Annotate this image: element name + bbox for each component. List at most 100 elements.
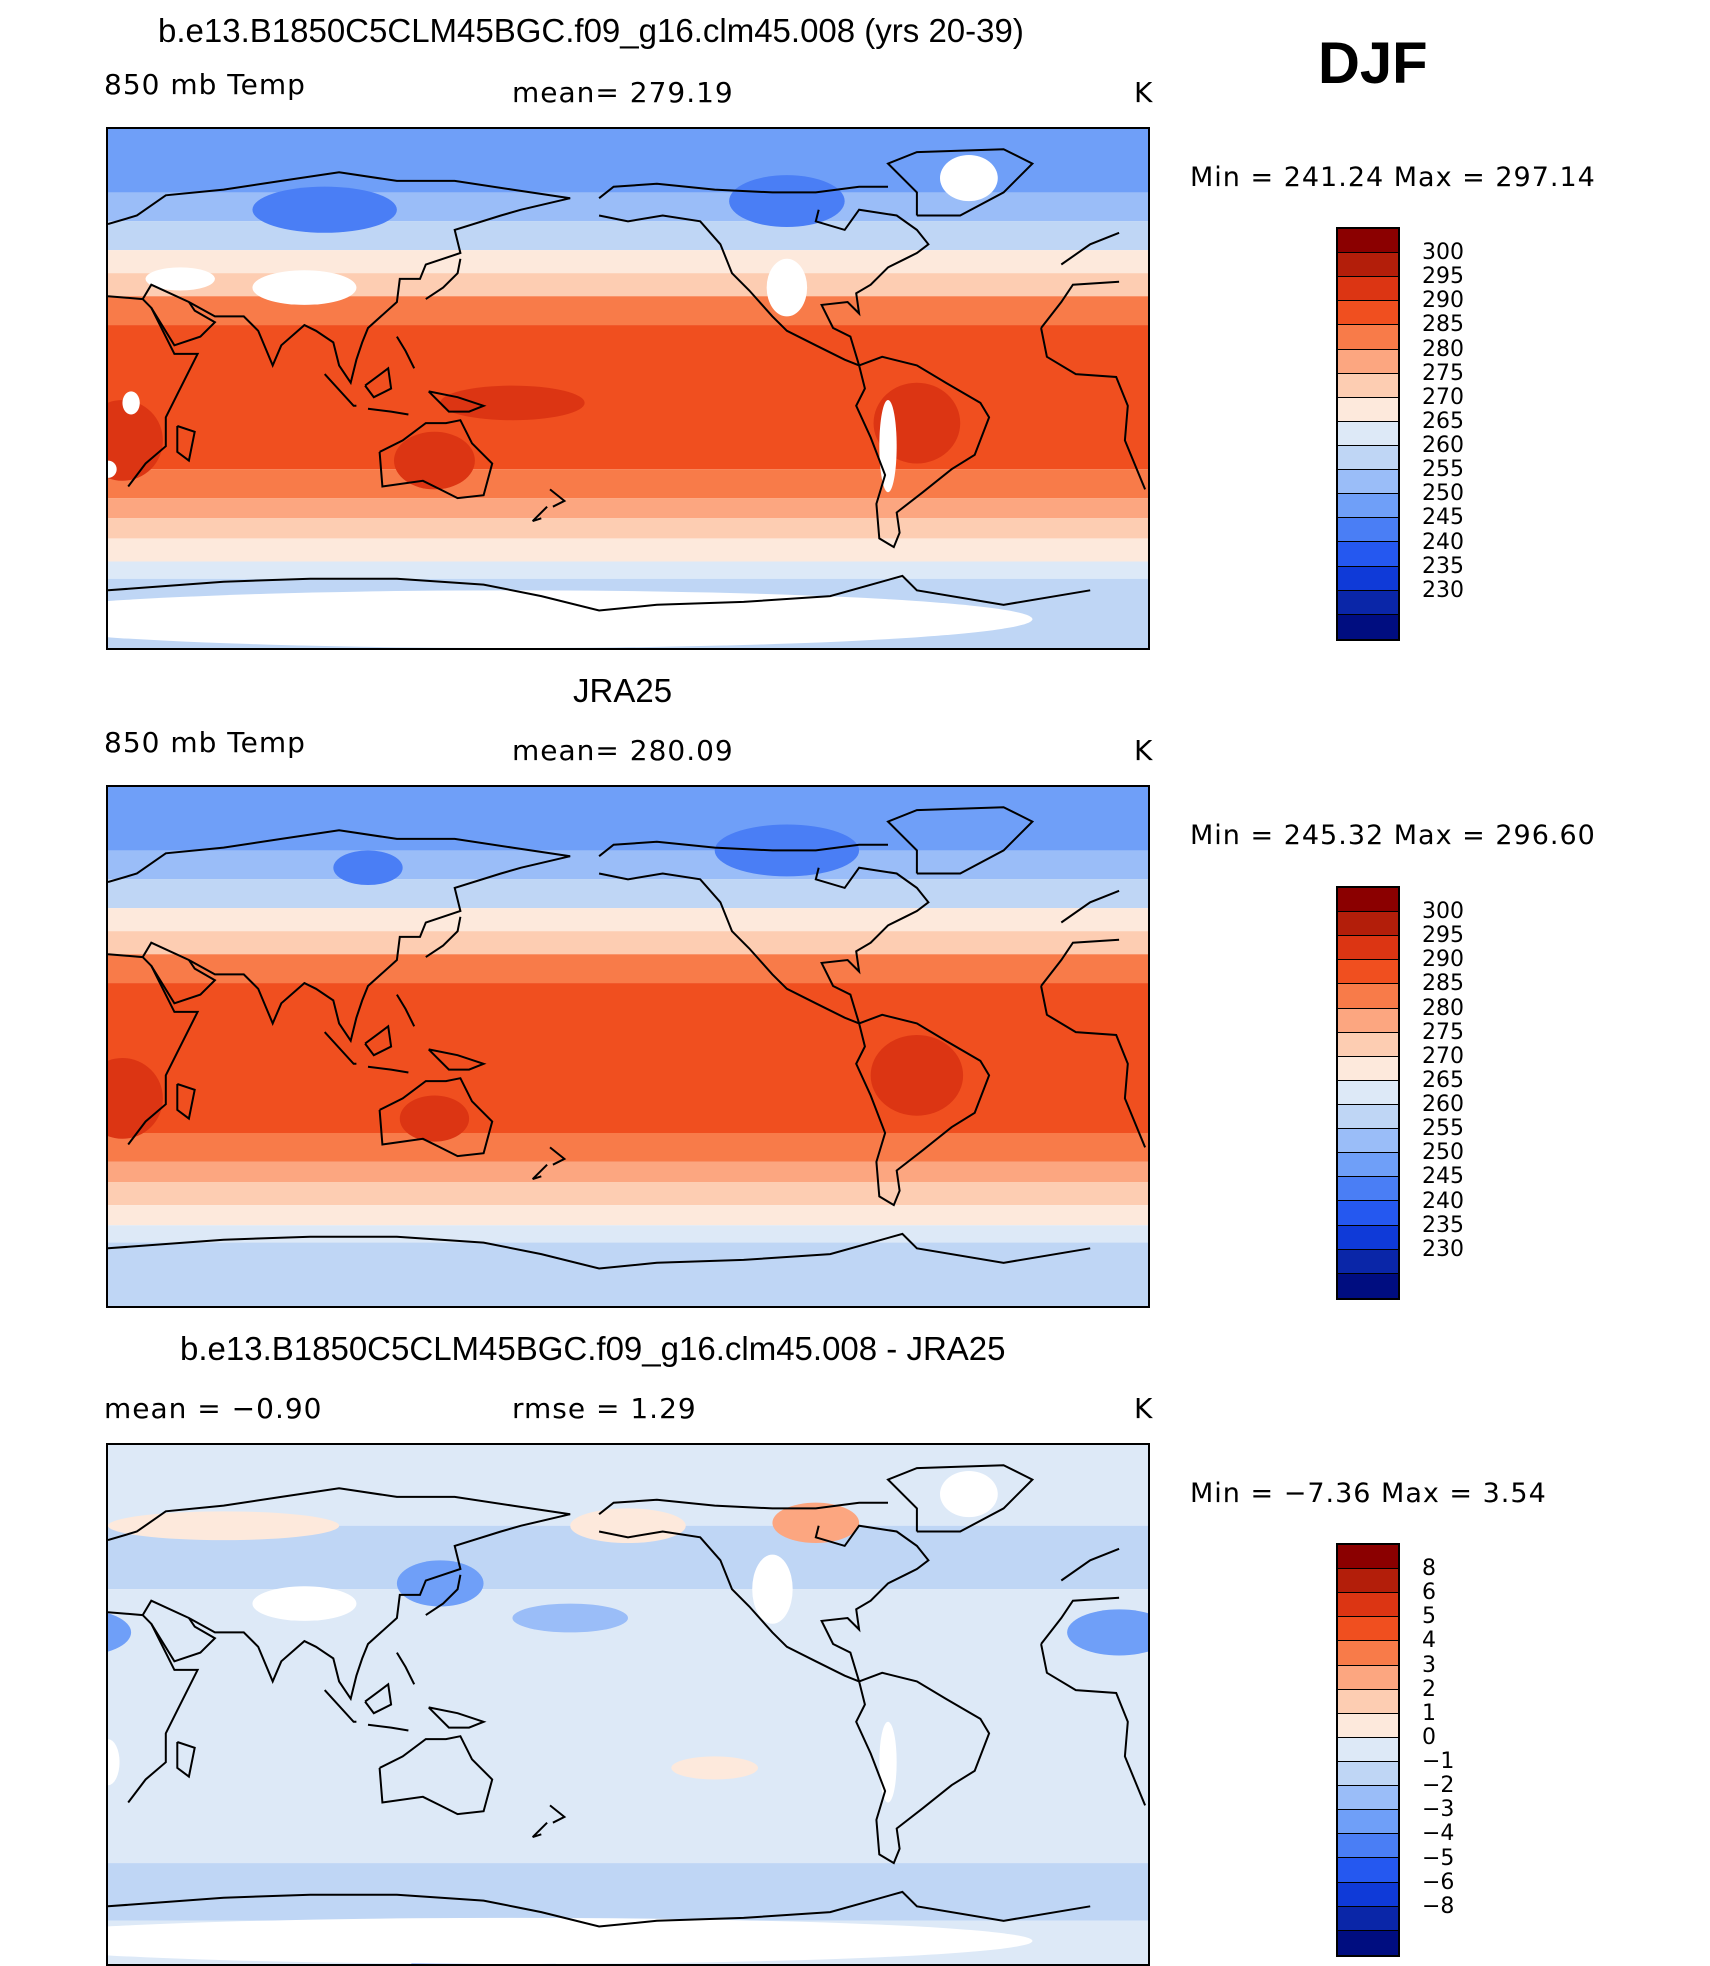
coastline-0 [108,938,1147,1148]
colorbar-tick-label: 300 [1422,240,1464,266]
colorbar-tick-label: 275 [1422,360,1464,386]
band-1 [108,850,1148,880]
coastline-18 [855,1671,991,1865]
anomaly-region-4 [252,186,397,233]
anomaly-region-wrap-4 [108,1613,132,1652]
colorbar-tick-label: 2 [1422,1676,1436,1702]
colorbar-box-7 [1338,1713,1398,1738]
colorbar-tick-label: 235 [1422,1212,1464,1238]
colorbar-box-3 [1338,960,1398,985]
band-11 [108,561,1148,579]
missing-data-3 [879,1721,897,1803]
coastline-18 [855,1013,991,1207]
panel-2-map [106,785,1150,1308]
colorbar-tick-label: 0 [1422,1724,1436,1750]
coastline-4 [150,1617,217,1663]
colorbar-tick-label: −8 [1422,1893,1455,1919]
colorbar-box-4 [1338,1641,1398,1666]
colorbar-box-13 [1338,1858,1398,1883]
panel-2-variable-label: 850 mb Temp [104,726,306,759]
coastline-3 [141,1513,571,1702]
colorbar-box-12 [1338,1177,1398,1202]
colorbar-tick-label: −2 [1422,1773,1455,1799]
missing-data-2 [752,1554,793,1624]
panel-2-units: K [1134,734,1154,767]
colorbar-tick-label: 5 [1422,1604,1436,1630]
colorbar-box-9 [1338,445,1398,471]
coastline-18 [855,355,991,549]
colorbar-tick-label: 280 [1422,995,1464,1021]
panel-1-map [106,127,1150,650]
colorbar-box-5 [1338,349,1398,374]
colorbar-tick-label: 8 [1422,1556,1436,1582]
band-2 [108,1589,1148,1864]
colorbar-box-4 [1338,984,1398,1009]
colorbar-box-1 [1338,1569,1398,1594]
colorbar-tick-label: 4 [1422,1628,1436,1654]
colorbar-box-2 [1338,936,1398,961]
colorbar-tick-label: 250 [1422,481,1464,507]
band-7 [108,1133,1148,1162]
coastline-15 [598,214,860,367]
coastline-7 [367,1065,409,1074]
colorbar-tick-label: 295 [1422,923,1464,949]
anomaly-region-4 [1067,1609,1148,1656]
band-4 [108,273,1148,297]
missing-data-3 [766,258,808,317]
band-3 [108,1863,1148,1921]
coastline-12 [549,488,567,508]
panel-2-title: JRA25 [573,672,673,709]
coastline-6 [323,1689,357,1723]
colorbar-box-3 [1338,301,1398,326]
colorbar-tick-label: 290 [1422,947,1464,973]
colorbar-box-14 [1338,1225,1398,1250]
missing-data-5 [108,1917,1033,1964]
colorbar-tick-label: 270 [1422,1043,1464,1069]
season-label: DJF [1318,31,1428,96]
colorbar-box-2 [1338,1593,1398,1618]
anomaly-region-2 [108,1511,340,1541]
missing-data-6 [108,460,117,478]
coastline-2 [108,171,1120,266]
colorbar-box-15 [1338,1249,1398,1274]
colorbar-box-11 [1338,494,1398,519]
missing-data-7 [108,590,1033,648]
colorbar-box-8 [1338,421,1398,446]
band-2 [108,879,1148,909]
colorbar-box-10 [1338,1129,1398,1154]
colorbar-box-6 [1338,373,1398,398]
colorbar-box-7 [1338,397,1398,422]
colorbar-tick-label: 260 [1422,1092,1464,1118]
band-3 [108,250,1148,274]
panel-2-colorbar [1336,886,1400,1300]
coastline-3 [141,855,571,1044]
coastline-19 [108,1232,1091,1270]
colorbar-tick-label: 230 [1422,577,1464,603]
panel-3-minmax: Min = −7.36 Max = 3.54 [1190,1478,1547,1509]
colorbar-box-12 [1338,518,1398,543]
coastline-9 [427,1048,487,1071]
band-12 [108,1242,1148,1306]
coastline-6 [323,1031,357,1065]
colorbar-tick-label: −4 [1422,1821,1455,1847]
panel-1-minmax: Min = 241.24 Max = 297.14 [1190,162,1596,193]
colorbar-box-0 [1338,1545,1398,1570]
anomaly-region-1 [399,1095,470,1142]
band-3 [108,908,1148,932]
coastline-5 [425,1574,462,1616]
anomaly-region-0 [772,1502,860,1544]
coastline-17 [886,148,1035,217]
coastline-16 [814,866,930,1024]
coastline-8 [364,1024,393,1057]
colorbar-box-0 [1338,888,1398,913]
colorbar-tick-label: −1 [1422,1749,1455,1775]
band-5 [108,954,1148,984]
coastline-4 [150,959,217,1005]
colorbar-box-0 [1338,229,1398,254]
coastline-14 [598,1498,888,1515]
anomaly-region-1 [570,1508,686,1544]
band-8 [108,1161,1148,1183]
missing-data-1 [145,267,215,291]
colorbar-tick-label: 260 [1422,433,1464,459]
panel-3-title: b.e13.B1850C5CLM45BGC.f09_g16.clm45.008 … [180,1330,1006,1367]
